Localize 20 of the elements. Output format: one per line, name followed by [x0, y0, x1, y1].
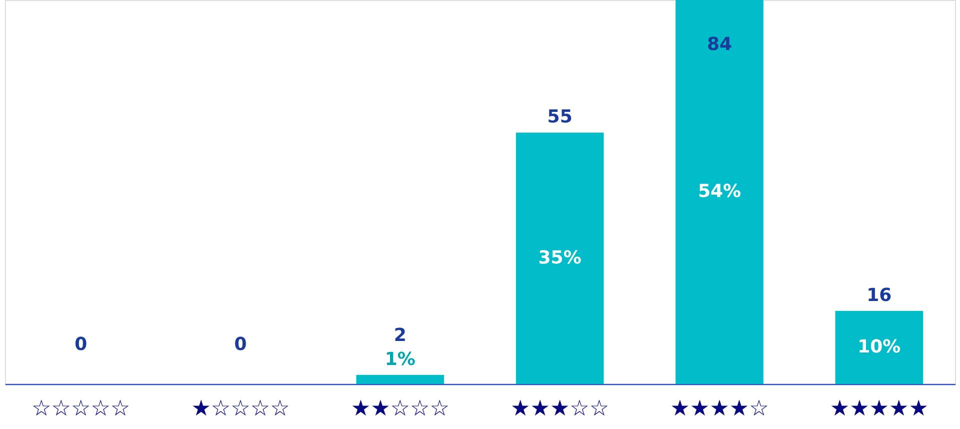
x-tick-label: ★★★★☆: [670, 396, 769, 422]
data-label: 16: [866, 284, 892, 306]
data-label: 55: [547, 106, 572, 128]
x-tick-label: ★★★★★: [830, 396, 928, 422]
x-tick-label: ★★☆☆☆: [350, 396, 450, 422]
data-label: 84: [706, 34, 732, 55]
x-tick-label: ★☆☆☆☆: [191, 396, 290, 422]
data-label: 0: [74, 334, 88, 355]
bar: [835, 310, 924, 384]
annotation: 10%: [858, 336, 901, 358]
bar: [516, 132, 604, 384]
annotation: 35%: [538, 247, 582, 268]
data-label: 2: [394, 324, 406, 346]
x-tick-label: ★★★☆☆: [510, 396, 610, 422]
annotation: 54%: [698, 181, 742, 202]
data-label: 0: [234, 334, 247, 355]
annotation: 1%: [384, 348, 416, 370]
x-tick-label: ☆☆☆☆☆: [32, 396, 130, 422]
bar: [676, 0, 764, 384]
bar: [356, 374, 444, 384]
